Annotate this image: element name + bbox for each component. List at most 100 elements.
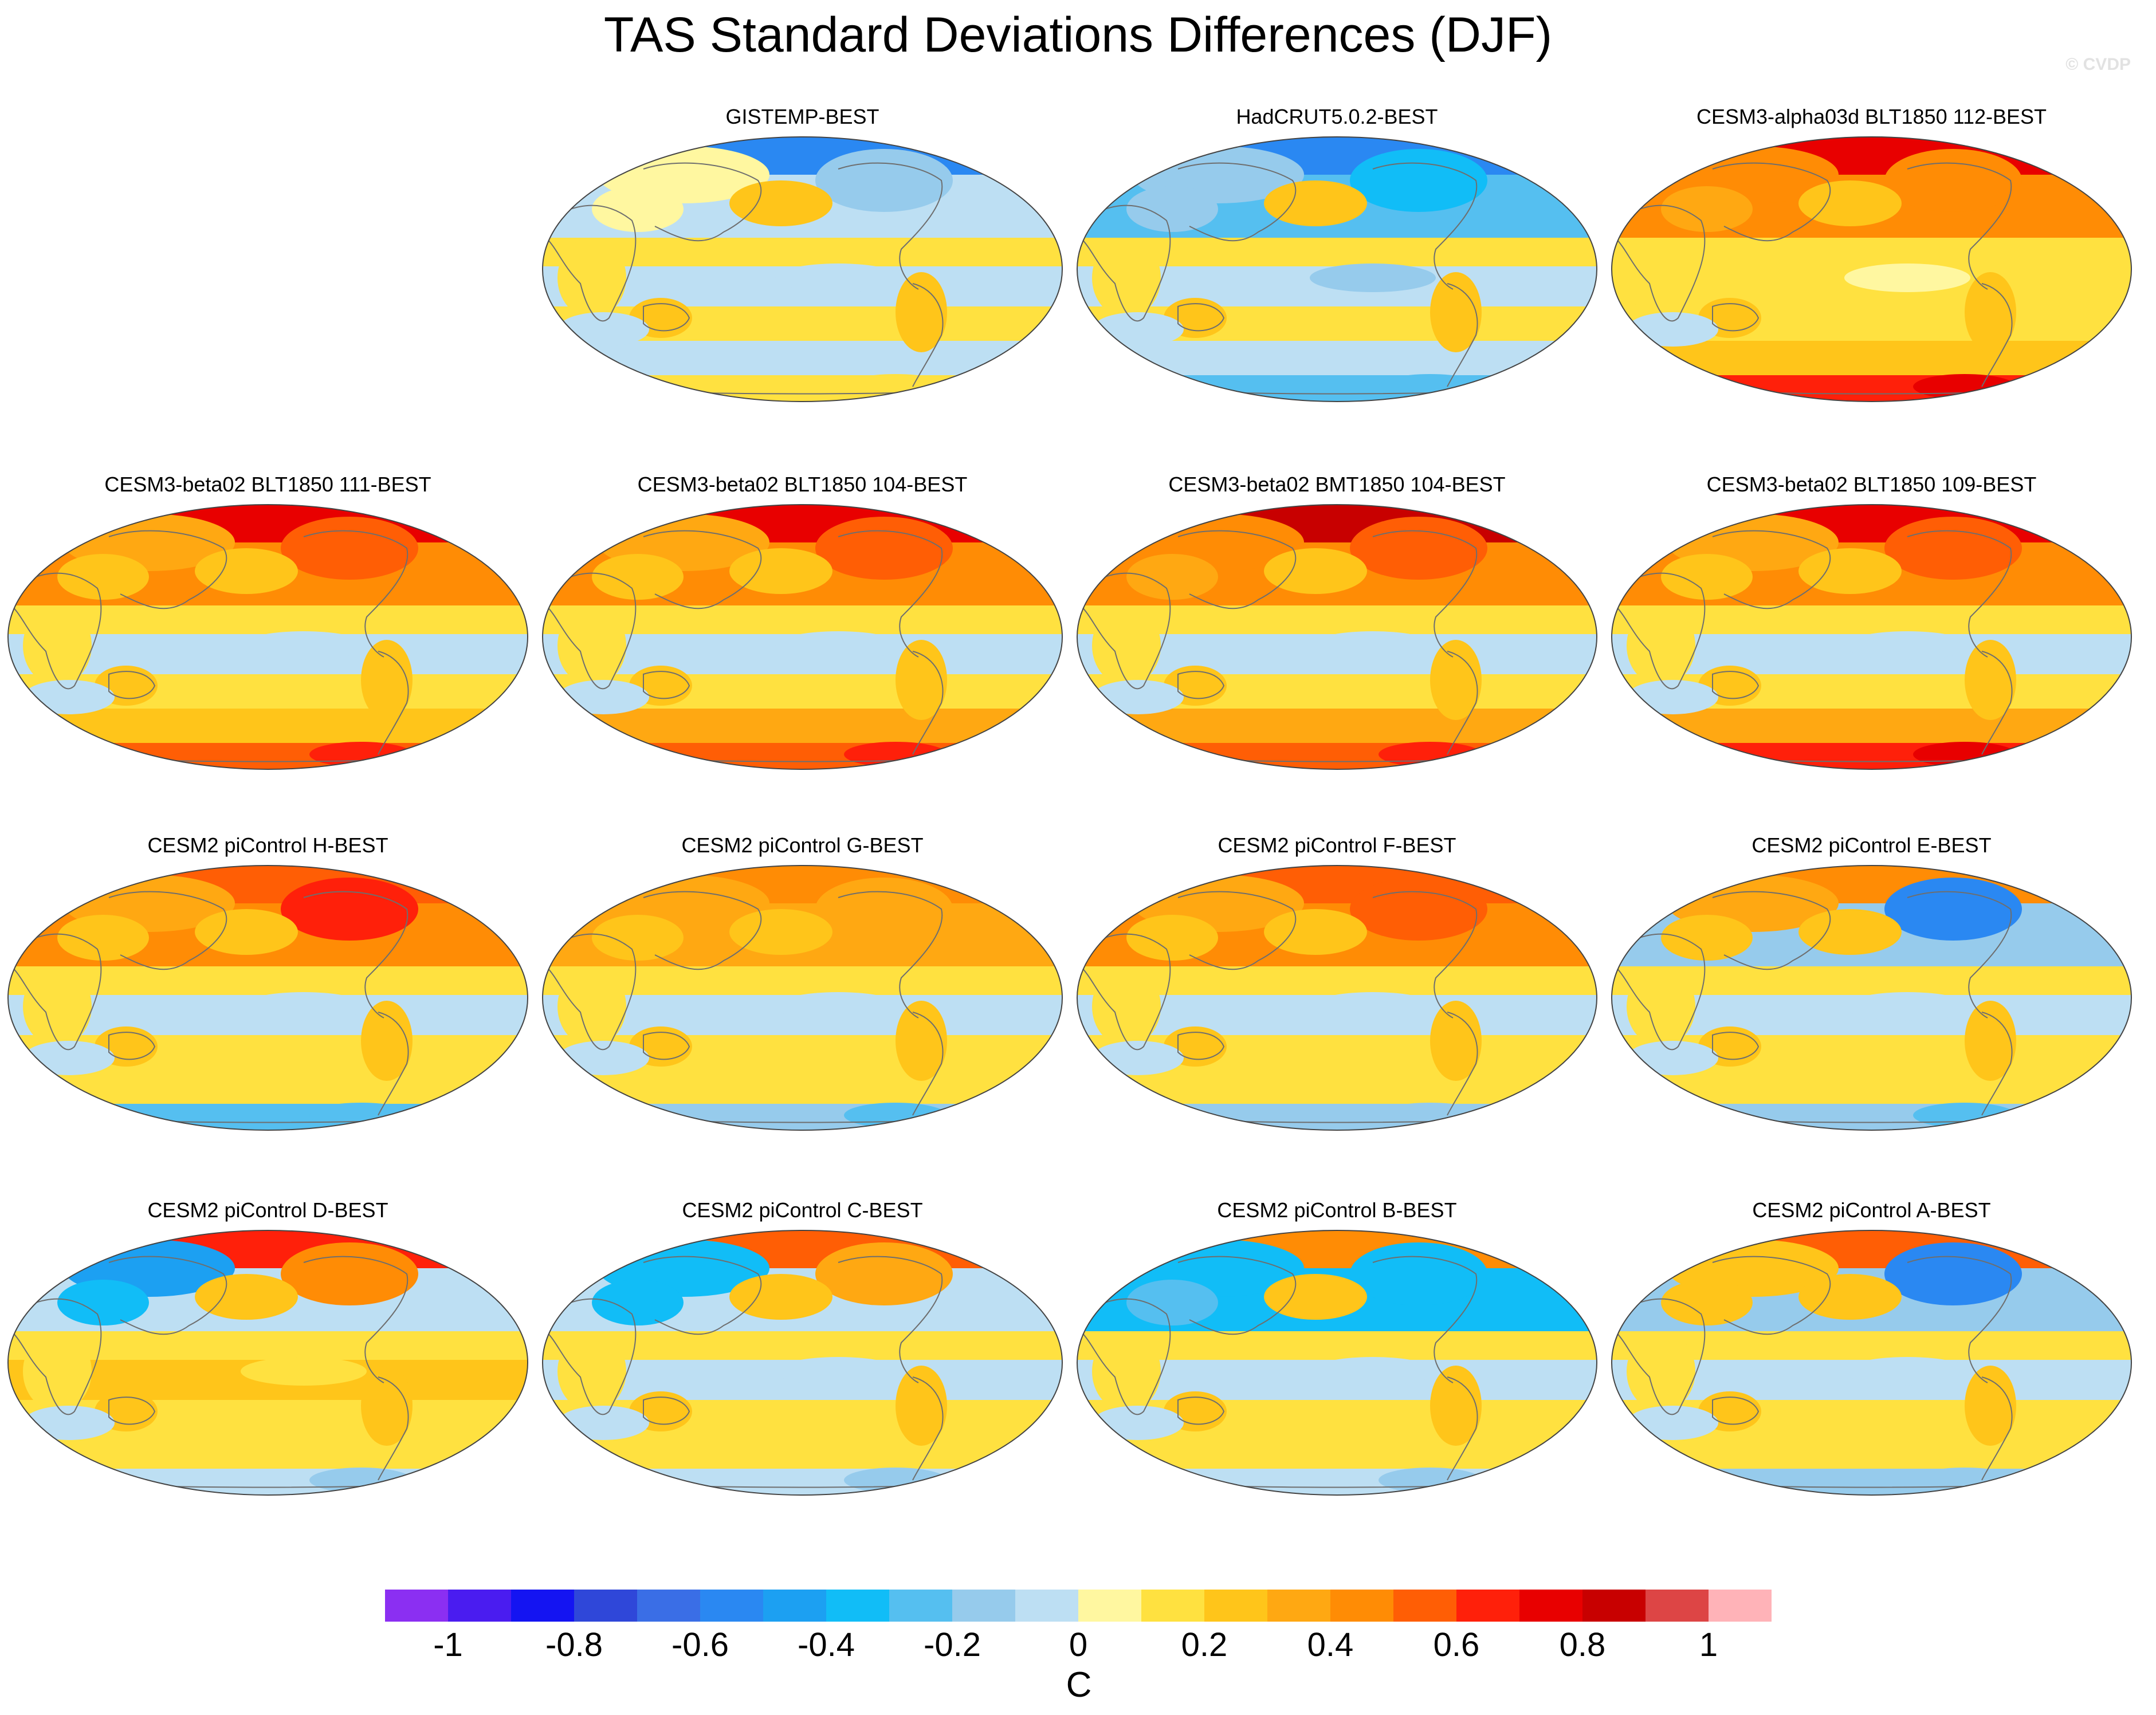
map-svg [1076, 504, 1598, 770]
anomaly-antarctic-coast [844, 1103, 947, 1128]
anomaly-central-asia [592, 915, 684, 961]
map-outline [541, 504, 1063, 770]
panel-title: CESM3-beta02 BLT1850 109-BEST [1706, 473, 2037, 496]
anomaly-north-america [1350, 1242, 1487, 1305]
coastline-north-america [303, 891, 409, 1018]
colorbar-box [952, 1590, 1015, 1622]
colorbar-tick-label: -0.8 [545, 1626, 603, 1663]
map-panel: CESM2 piControl D-BEST [3, 1198, 533, 1542]
coastline-south-america [1447, 1012, 1478, 1116]
colorbar-tick-label: -1 [433, 1626, 463, 1663]
anomaly-central-asia [1126, 1280, 1218, 1325]
coastline-asia [1177, 1256, 1297, 1335]
coastline-africa-eurasia [1080, 204, 1171, 322]
band-arctic [543, 865, 1062, 903]
band-arctic [543, 136, 1062, 175]
anomaly-antarctic-coast [1913, 1103, 2016, 1128]
panel-title: CESM2 piControl F-BEST [1218, 833, 1456, 857]
anomaly-antarctic-coast [844, 1468, 947, 1493]
anomaly-north-america [281, 517, 418, 580]
coastline-australia [1712, 1397, 1760, 1425]
band-arctic [8, 865, 528, 903]
coastline-australia [643, 1032, 690, 1060]
coastline-africa-eurasia [1080, 933, 1171, 1051]
band-arctic [1612, 136, 2131, 175]
map-outline [7, 504, 529, 770]
colorbar-box [385, 1590, 448, 1622]
colorbar-box [1267, 1590, 1330, 1622]
anomaly-north-pacific [195, 1274, 298, 1320]
panel-title: CESM2 piControl B-BEST [1217, 1198, 1457, 1222]
coastline-south-america [378, 1376, 409, 1481]
coastline-south-america [1981, 651, 2013, 755]
anomaly-north-pacific [729, 909, 832, 955]
anomaly-east-pacific [1844, 992, 1970, 1021]
map-outline [1611, 136, 2133, 402]
map-svg [1611, 504, 2133, 770]
colorbar-box [826, 1590, 889, 1622]
anomaly-africa [23, 1331, 92, 1411]
map-svg [1611, 865, 2133, 1131]
coastline-south-america [1447, 1376, 1478, 1481]
band-southern-ocean [8, 1434, 528, 1469]
coastline-north-america [1372, 891, 1478, 1018]
band-antarctic [1077, 743, 1597, 769]
map-svg [1611, 136, 2133, 402]
anomaly-east-pacific [775, 263, 901, 292]
coastline-asia [108, 530, 227, 609]
panel-title: GISTEMP-BEST [725, 105, 879, 128]
coastline-north-america [838, 1256, 943, 1383]
coastline-australia [1177, 671, 1225, 699]
coastline-north-america [1372, 1256, 1478, 1383]
map-outline [1076, 865, 1598, 1131]
coastline-asia [1712, 1256, 1831, 1335]
anomaly-north-america [1350, 517, 1487, 580]
colorbar-unit: C [1066, 1665, 1092, 1705]
anomaly-south-america [1430, 1001, 1482, 1081]
band-arctic [1077, 136, 1597, 175]
anomaly-central-asia [592, 1280, 684, 1325]
anomaly-central-asia [1126, 554, 1218, 600]
anomaly-antarctic-coast [1913, 742, 2016, 767]
band-antarctic [1077, 1104, 1597, 1130]
band-southern-ocean [1612, 709, 2131, 743]
coastline-south-america [1981, 283, 2013, 387]
anomaly-south-america [896, 1366, 947, 1446]
coastline-africa-eurasia [545, 572, 637, 690]
coastline-north-america [838, 530, 943, 658]
map-panel: CESM2 piControl C-BEST [537, 1198, 1067, 1542]
band-arctic [543, 1230, 1062, 1268]
coastline-africa-eurasia [1080, 572, 1171, 690]
map-field [1077, 136, 1597, 402]
panel-title: CESM2 piControl A-BEST [1752, 1198, 1991, 1222]
panel-title: CESM2 piControl G-BEST [681, 833, 924, 857]
coastline-australia [1177, 303, 1225, 332]
coastline-south-america [1981, 1012, 2013, 1116]
band-southern-ocean [1077, 341, 1597, 375]
anomaly-east-pacific [241, 631, 367, 660]
coastline-south-america [1981, 1376, 2013, 1481]
watermark: © CVDP [2065, 55, 2131, 74]
colorbar-tick-label: 0.2 [1181, 1626, 1228, 1663]
anomaly-north-america [1884, 878, 2022, 941]
anomaly-north-pacific [729, 1274, 832, 1320]
band-southern-ocean [1612, 341, 2131, 375]
coastline-australia [108, 1397, 156, 1425]
band-southern-ocean [543, 1434, 1062, 1469]
anomaly-north-america [281, 1242, 418, 1305]
coastline-north-america [1372, 162, 1478, 290]
coastline-south-america [912, 283, 944, 387]
panel-title: CESM2 piControl H-BEST [147, 833, 388, 857]
coastline-africa-eurasia [545, 933, 637, 1051]
anomaly-south-america [1430, 1366, 1482, 1446]
anomaly-antarctic-coast [844, 374, 947, 399]
band-southern-ocean [1077, 709, 1597, 743]
anomaly-central-asia [57, 1280, 149, 1325]
colorbar-box [1078, 1590, 1141, 1622]
anomaly-south-america [361, 1001, 413, 1081]
coastline-africa-eurasia [1080, 1298, 1171, 1415]
anomaly-africa [23, 605, 92, 686]
band-subtropics-n [1612, 966, 2131, 995]
map-panel: CESM2 piControl B-BEST [1072, 1198, 1602, 1542]
anomaly-north-pacific [1798, 909, 1902, 955]
